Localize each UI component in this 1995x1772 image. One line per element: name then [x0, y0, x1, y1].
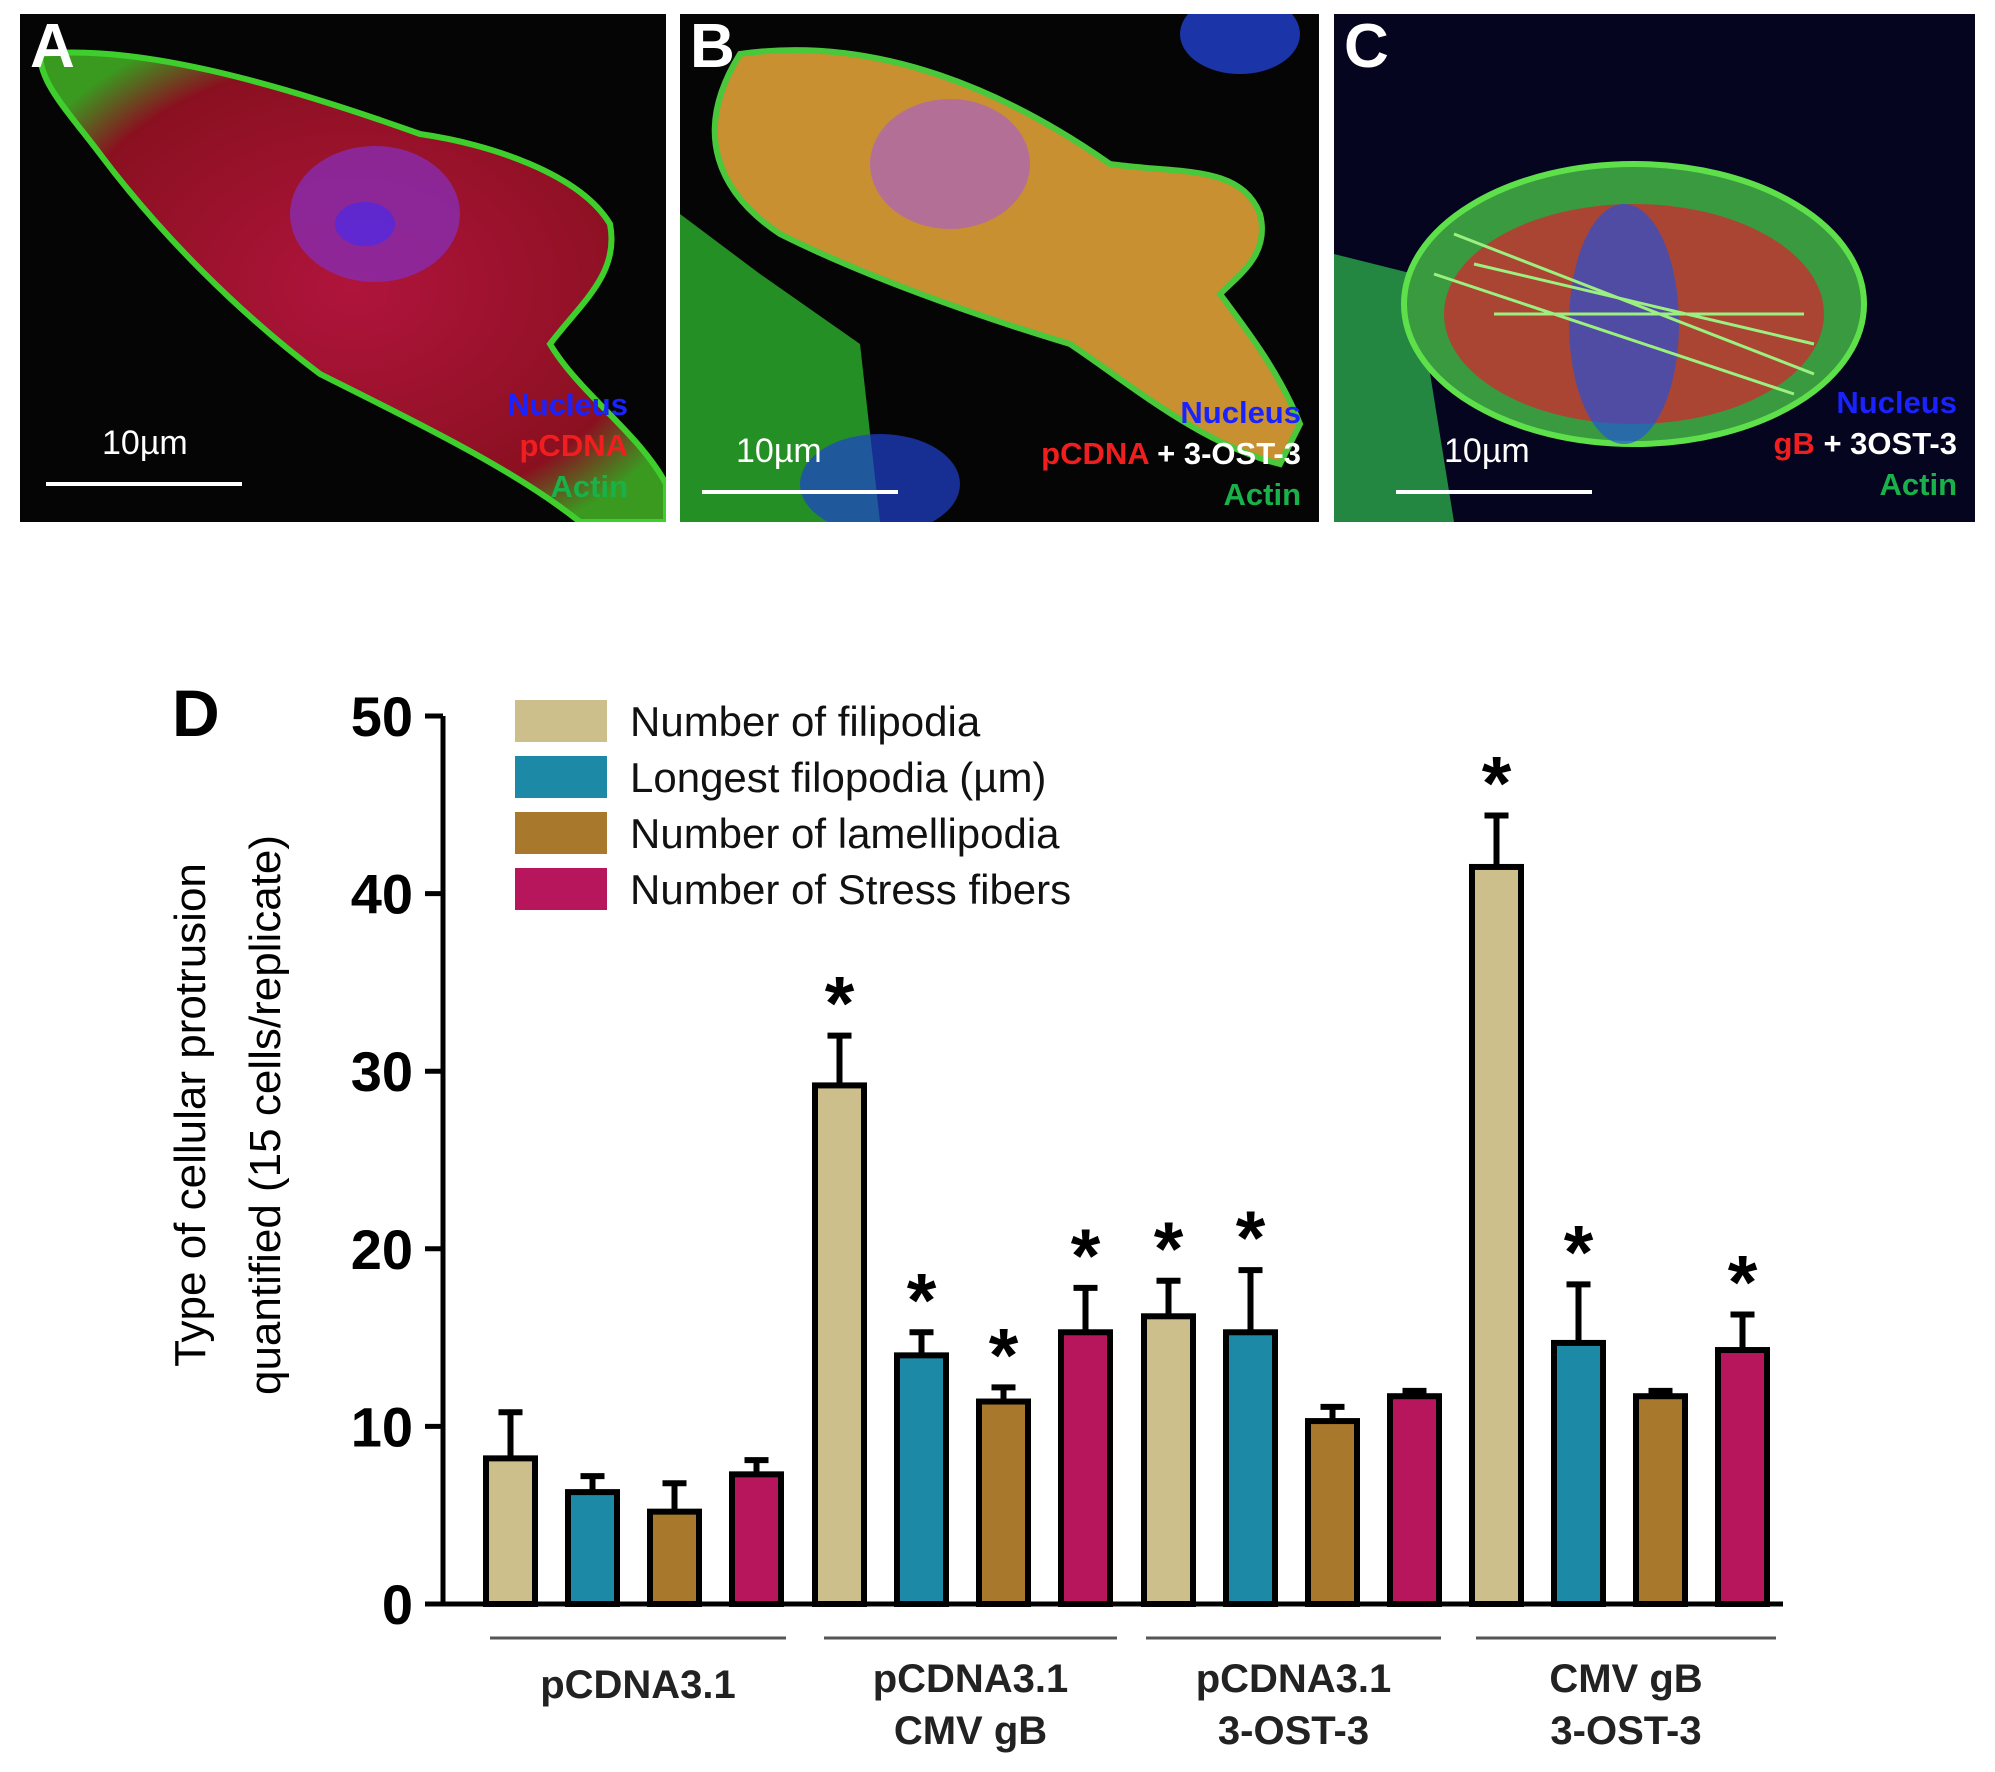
- micrograph-panel-c: C 10µm Nucleus gB + 3OST-3 Actin: [1334, 14, 1975, 522]
- channel-legend-text: + 3OST-3: [1814, 426, 1957, 461]
- group-label: pCDNA3.1: [1196, 1657, 1392, 1701]
- significance-star: *: [907, 1258, 937, 1343]
- channel-legend-line: Nucleus: [1774, 382, 1957, 423]
- channel-legend-line: Actin: [507, 466, 629, 507]
- legend-swatch: [515, 700, 607, 742]
- significance-star: *: [1564, 1210, 1594, 1295]
- legend-label: Number of Stress fibers: [630, 866, 1071, 913]
- channel-legend-text: Actin: [550, 469, 629, 504]
- group-label: pCDNA3.1: [873, 1657, 1069, 1701]
- channel-legend-line: pCDNA + 3-OST-3: [1041, 433, 1301, 474]
- group-label: CMV gB: [1549, 1657, 1702, 1701]
- legend-label: Number of lamellipodia: [630, 810, 1060, 857]
- bar: [1141, 1313, 1196, 1607]
- bar: [1715, 1347, 1770, 1607]
- scale-bar: [1396, 490, 1592, 494]
- channel-legend: Nucleus gB + 3OST-3 Actin: [1774, 382, 1957, 505]
- y-tick-label: 30: [351, 1040, 413, 1103]
- channel-legend-text: Nucleus: [1180, 395, 1301, 430]
- y-tick-label: 10: [351, 1395, 413, 1458]
- significance-star: *: [1482, 741, 1512, 826]
- bar: [1305, 1418, 1360, 1608]
- channel-legend-text: pCDNA: [519, 428, 629, 463]
- micrograph-panel-a: A 10µm Nucleus pCDNA Actin: [20, 14, 666, 522]
- y-axis-label: quantified (15 cells/replicate): [241, 835, 290, 1395]
- panel-d-label: D: [172, 676, 220, 750]
- micrograph-a-image: [20, 14, 666, 522]
- y-tick-label: 0: [382, 1573, 413, 1636]
- scale-bar-label: 10µm: [102, 424, 188, 462]
- micrograph-panel-b: B 10µm Nucleus pCDNA + 3-OST-3 Actin: [680, 14, 1319, 522]
- y-axis-label: Type of cellular protrusion: [166, 863, 215, 1367]
- group-label: CMV gB: [894, 1709, 1047, 1753]
- channel-legend-text: pCDNA: [1041, 436, 1149, 471]
- channel-legend: Nucleus pCDNA + 3-OST-3 Actin: [1041, 392, 1301, 515]
- micrograph-c-image: [1334, 14, 1975, 522]
- legend-swatch: [515, 868, 607, 910]
- bar: [1223, 1329, 1278, 1607]
- channel-legend-text: gB: [1773, 426, 1815, 461]
- channel-legend-text: Nucleus: [1836, 385, 1957, 420]
- bar: [1551, 1339, 1606, 1607]
- bar: [565, 1489, 620, 1608]
- channel-legend-line: Nucleus: [1041, 392, 1301, 433]
- legend-swatch: [515, 756, 607, 798]
- bar: [483, 1455, 538, 1608]
- bar: [1387, 1393, 1442, 1608]
- bar: [1633, 1393, 1688, 1608]
- legend-label: Number of filipodia: [630, 698, 981, 745]
- group-label: 3-OST-3: [1550, 1709, 1701, 1753]
- bar: [729, 1471, 784, 1608]
- bar: [1469, 863, 1524, 1607]
- channel-legend-line: gB + 3OST-3: [1774, 423, 1957, 464]
- micrograph-b-image: [680, 14, 1319, 522]
- y-tick-label: 20: [351, 1218, 413, 1281]
- legend-swatch: [515, 812, 607, 854]
- bar: [1058, 1329, 1113, 1607]
- panel-c-label: C: [1344, 14, 1389, 81]
- scale-bar-label: 10µm: [1444, 432, 1530, 470]
- channel-legend: Nucleus pCDNA Actin: [507, 384, 628, 507]
- scale-bar: [702, 490, 898, 494]
- significance-star: *: [1071, 1214, 1101, 1299]
- channel-legend-text: Actin: [1223, 477, 1302, 512]
- significance-star: *: [1154, 1207, 1184, 1292]
- panel-a-label: A: [30, 14, 75, 81]
- bar: [647, 1508, 702, 1607]
- channel-legend-text: + 3-OST-3: [1148, 436, 1301, 471]
- channel-legend-text: Nucleus: [507, 387, 628, 422]
- channel-legend-line: Actin: [1774, 464, 1958, 505]
- bar: [894, 1352, 949, 1607]
- bar: [812, 1082, 867, 1607]
- channel-legend-line: Nucleus: [507, 384, 628, 425]
- channel-legend-text: Actin: [1879, 467, 1958, 502]
- channel-legend-line: Actin: [1041, 474, 1302, 515]
- significance-star: *: [989, 1313, 1019, 1398]
- bar: [976, 1398, 1031, 1608]
- scale-bar-label: 10µm: [736, 432, 822, 470]
- significance-star: *: [1236, 1196, 1266, 1281]
- significance-star: *: [1728, 1241, 1758, 1326]
- significance-star: *: [825, 962, 855, 1047]
- channel-legend-line: pCDNA: [507, 425, 629, 466]
- y-tick-label: 40: [351, 863, 413, 926]
- group-label: 3-OST-3: [1218, 1709, 1369, 1753]
- scale-bar: [46, 482, 242, 486]
- y-tick-label: 50: [351, 685, 413, 748]
- panel-b-label: B: [690, 14, 735, 81]
- group-label: pCDNA3.1: [540, 1663, 736, 1707]
- legend-label: Longest filopodia (µm): [630, 754, 1046, 801]
